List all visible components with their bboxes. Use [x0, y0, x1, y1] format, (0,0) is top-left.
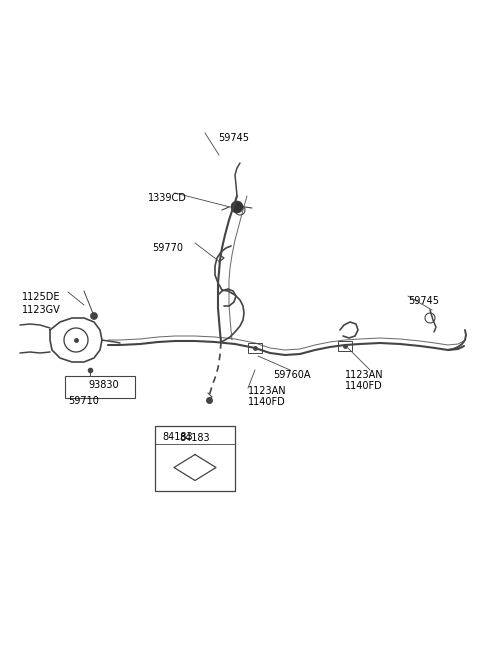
Text: 59745: 59745 — [218, 133, 249, 143]
Text: 1125DE: 1125DE — [22, 292, 60, 302]
Text: 1339CD: 1339CD — [148, 193, 187, 203]
Bar — [248, 343, 262, 353]
Text: 59760A: 59760A — [273, 370, 311, 380]
Text: 1123GV: 1123GV — [22, 305, 61, 315]
Bar — [338, 341, 352, 351]
Text: 84183: 84183 — [162, 432, 192, 442]
Text: 1123AN: 1123AN — [345, 370, 384, 380]
Text: 1123AN: 1123AN — [248, 386, 287, 396]
Bar — [155, 426, 235, 491]
Text: 93830: 93830 — [88, 380, 119, 390]
Text: 84183: 84183 — [180, 433, 210, 443]
Text: 1140FD: 1140FD — [345, 381, 383, 391]
Circle shape — [91, 312, 97, 320]
Text: 1140FD: 1140FD — [248, 397, 286, 407]
Circle shape — [231, 201, 243, 213]
Bar — [65, 376, 135, 398]
Text: 59770: 59770 — [152, 243, 183, 253]
Text: 59710: 59710 — [68, 396, 99, 406]
Text: 59745: 59745 — [408, 296, 439, 306]
